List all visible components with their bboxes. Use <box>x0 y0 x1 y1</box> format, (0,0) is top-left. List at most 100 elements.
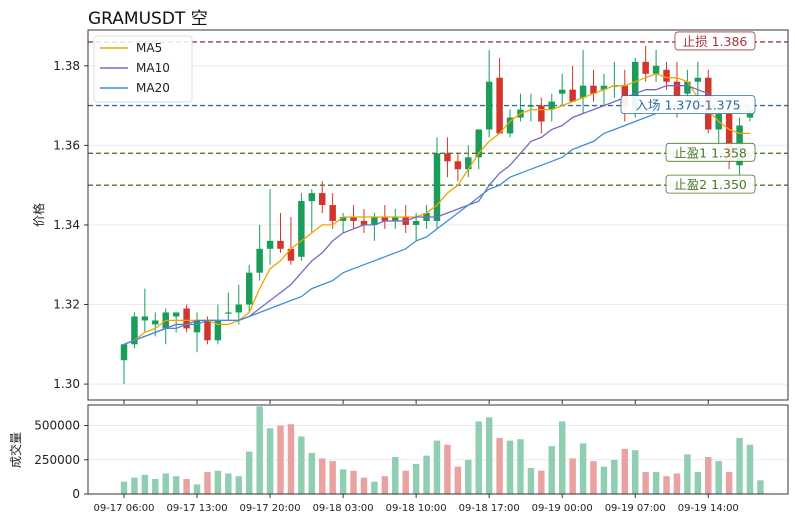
volume-y-tick-label: 250000 <box>34 453 80 467</box>
candle <box>298 193 305 261</box>
candle-body <box>548 101 556 110</box>
volume-bar <box>631 450 639 494</box>
candle-body <box>663 69 670 82</box>
ma-line-ma5 <box>123 73 750 345</box>
x-tick-label: 09-18 10:00 <box>386 503 447 514</box>
candle <box>548 93 556 122</box>
candle <box>569 65 576 102</box>
volume-bar <box>517 439 524 494</box>
candle <box>475 129 482 170</box>
volume-bar <box>172 476 180 494</box>
volume-bar <box>360 477 368 494</box>
volume-x-ticks: 09-17 06:00 09-17 13:00 09-17 20:00 09-18 0… <box>93 494 739 514</box>
candle-body <box>444 153 451 162</box>
candle <box>527 93 535 122</box>
candle-body <box>141 316 149 321</box>
candle <box>538 97 545 134</box>
candle-body <box>475 129 482 158</box>
candle-body <box>579 85 587 98</box>
candle-body <box>277 240 284 249</box>
chart-legend: MA5 MA10 MA20 <box>93 35 193 103</box>
candle <box>277 213 284 253</box>
volume-bar <box>548 446 556 494</box>
candle-body <box>371 216 378 225</box>
candle-body <box>652 65 660 74</box>
price-y-tick-label: 1.36 <box>53 138 80 152</box>
volume-y-tick-label: 0 <box>72 487 80 501</box>
candle <box>256 224 263 281</box>
candle-body <box>381 216 389 221</box>
legend-label: MA5 <box>136 41 162 55</box>
candle <box>120 344 128 385</box>
candle <box>339 213 347 233</box>
candle <box>444 137 451 178</box>
volume-y-axis-label: 成交量 <box>8 432 23 468</box>
candle-body <box>558 89 566 94</box>
volume-bar <box>235 476 243 494</box>
volume-bar <box>485 417 493 494</box>
candle-body <box>569 89 576 102</box>
price-y-ticks: 1.30 1.32 1.34 1.36 1.38 <box>53 59 88 391</box>
volume-bar <box>433 440 441 494</box>
price-panel-frame <box>87 29 789 401</box>
volume-bar <box>245 451 253 494</box>
volume-bar <box>266 428 274 494</box>
volume-bar <box>673 473 681 494</box>
candle-body <box>318 193 326 206</box>
candle <box>454 153 462 182</box>
candle-body <box>183 308 190 329</box>
candle <box>496 57 503 134</box>
candle-body <box>120 344 128 361</box>
volume-bar <box>131 477 138 494</box>
x-tick-label: 09-19 14:00 <box>678 503 739 514</box>
candle <box>652 49 660 82</box>
volume-bar <box>600 466 608 494</box>
ma-line-ma20 <box>123 100 751 345</box>
candle <box>402 205 409 233</box>
candle <box>465 145 472 178</box>
candle-body <box>538 105 545 122</box>
level-labels: 止损 1.386 入场 1.370-1.375 止盈1 1.358 止盈2 1.350 <box>620 31 756 194</box>
volume-bar <box>225 473 232 494</box>
candle-body <box>308 193 316 202</box>
candle-body <box>465 157 472 170</box>
candle-body <box>204 320 211 341</box>
level-label: 止盈2 1.350 <box>665 174 756 194</box>
candle-body <box>642 61 649 74</box>
candle <box>141 288 149 333</box>
volume-bar <box>725 472 733 494</box>
volume-bar <box>454 466 462 494</box>
volume-bar <box>746 444 754 494</box>
candle <box>193 312 201 353</box>
level-label: 入场 1.370-1.375 <box>620 95 756 114</box>
candle <box>245 264 253 313</box>
volume-bar <box>308 452 316 494</box>
volume-bar <box>569 458 576 494</box>
candle-body <box>496 77 503 134</box>
chart-title: GRAMUSDT 空 <box>88 9 208 29</box>
candle <box>433 137 441 229</box>
level-lines <box>88 41 788 186</box>
level-label: 止盈1 1.358 <box>665 142 756 162</box>
volume-panel-frame <box>87 404 789 495</box>
candle <box>642 45 649 82</box>
volume-bar <box>475 421 482 494</box>
volume-bar <box>350 470 357 494</box>
level-label-text: 止盈1 1.358 <box>674 145 747 160</box>
volume-bar <box>141 474 149 494</box>
candle <box>485 49 493 138</box>
candle <box>517 93 524 122</box>
volume-bar <box>402 470 409 494</box>
candle-body <box>412 220 420 225</box>
candle-body <box>172 312 180 317</box>
candle <box>162 308 169 345</box>
x-tick-label: 09-17 13:00 <box>167 503 228 514</box>
candle-body <box>360 220 368 225</box>
candle-body <box>214 320 222 341</box>
volume-bar <box>705 457 712 494</box>
candle-body <box>329 205 336 221</box>
candle <box>371 213 378 241</box>
level-label-box <box>620 95 756 114</box>
price-y-tick-label: 1.30 <box>53 377 80 391</box>
